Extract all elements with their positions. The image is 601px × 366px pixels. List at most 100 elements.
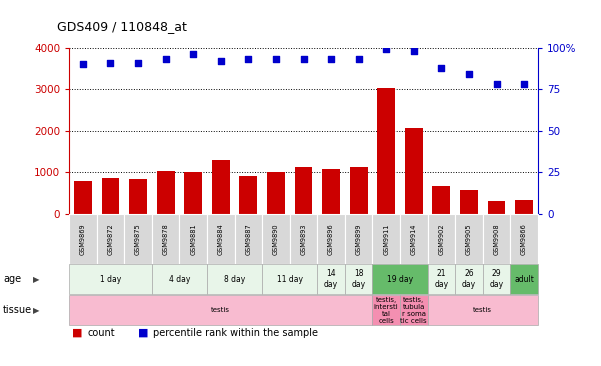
Point: [243, 56, 253, 62]
Text: testis,
intersti
tal
cells: testis, intersti tal cells: [374, 297, 398, 324]
Text: testis: testis: [473, 307, 492, 313]
Bar: [515, 200, 533, 214]
Text: 26
day: 26 day: [462, 269, 476, 289]
Bar: [455, 214, 483, 264]
Bar: [69, 295, 373, 325]
Bar: [427, 295, 538, 325]
Bar: [400, 214, 427, 264]
Text: 21
day: 21 day: [435, 269, 448, 289]
Bar: [373, 264, 427, 294]
Text: GSM9896: GSM9896: [328, 223, 334, 255]
Point: [492, 81, 501, 87]
Text: percentile rank within the sample: percentile rank within the sample: [153, 328, 319, 337]
Text: GSM9881: GSM9881: [190, 223, 196, 255]
Text: 19 day: 19 day: [387, 274, 413, 284]
Text: 11 day: 11 day: [276, 274, 303, 284]
Text: GSM9914: GSM9914: [411, 223, 417, 255]
Bar: [510, 264, 538, 294]
Point: [106, 60, 115, 66]
Text: count: count: [87, 328, 115, 337]
Text: testis: testis: [212, 307, 230, 313]
Bar: [97, 214, 124, 264]
Bar: [207, 264, 262, 294]
Bar: [152, 214, 180, 264]
Text: GSM9872: GSM9872: [108, 223, 114, 255]
Bar: [345, 214, 373, 264]
Text: GSM9890: GSM9890: [273, 223, 279, 255]
Text: adult: adult: [514, 274, 534, 284]
Text: 18
day: 18 day: [352, 269, 366, 289]
Text: GSM9887: GSM9887: [245, 223, 251, 255]
Bar: [294, 167, 313, 214]
Bar: [427, 264, 455, 294]
Bar: [487, 201, 505, 214]
Bar: [483, 214, 510, 264]
Point: [161, 56, 171, 62]
Bar: [432, 186, 450, 214]
Text: GSM9902: GSM9902: [438, 223, 444, 255]
Bar: [400, 295, 427, 325]
Text: 29
day: 29 day: [489, 269, 504, 289]
Text: ▶: ▶: [33, 306, 40, 315]
Point: [133, 60, 143, 66]
Point: [216, 58, 225, 64]
Bar: [317, 214, 345, 264]
Point: [354, 56, 364, 62]
Text: tissue: tissue: [3, 305, 32, 315]
Bar: [290, 214, 317, 264]
Text: GSM9893: GSM9893: [300, 223, 307, 255]
Bar: [74, 181, 92, 214]
Point: [188, 51, 198, 57]
Point: [78, 61, 88, 67]
Bar: [239, 176, 257, 214]
Bar: [262, 214, 290, 264]
Point: [271, 56, 281, 62]
Text: GSM9884: GSM9884: [218, 223, 224, 255]
Bar: [405, 127, 423, 214]
Bar: [212, 160, 230, 214]
Bar: [460, 190, 478, 214]
Point: [409, 48, 419, 54]
Bar: [373, 214, 400, 264]
Point: [382, 46, 391, 52]
Point: [299, 56, 308, 62]
Bar: [234, 214, 262, 264]
Point: [436, 65, 446, 71]
Bar: [129, 179, 147, 214]
Text: 14
day: 14 day: [324, 269, 338, 289]
Text: GSM9899: GSM9899: [356, 223, 362, 255]
Bar: [262, 264, 317, 294]
Text: 1 day: 1 day: [100, 274, 121, 284]
Text: 4 day: 4 day: [169, 274, 190, 284]
Bar: [350, 167, 368, 214]
Point: [464, 71, 474, 77]
Bar: [157, 171, 174, 214]
Bar: [207, 214, 234, 264]
Bar: [455, 264, 483, 294]
Bar: [267, 172, 285, 214]
Bar: [377, 88, 395, 214]
Bar: [102, 178, 120, 214]
Text: GSM9911: GSM9911: [383, 223, 389, 254]
Text: 8 day: 8 day: [224, 274, 245, 284]
Bar: [483, 264, 510, 294]
Bar: [317, 264, 345, 294]
Bar: [322, 169, 340, 214]
Text: GSM9878: GSM9878: [163, 223, 169, 255]
Text: GSM9866: GSM9866: [521, 223, 527, 255]
Bar: [69, 214, 97, 264]
Bar: [510, 214, 538, 264]
Bar: [345, 264, 373, 294]
Text: GSM9869: GSM9869: [80, 223, 86, 255]
Text: ■: ■: [72, 328, 82, 337]
Bar: [124, 214, 152, 264]
Text: age: age: [3, 274, 21, 284]
Bar: [185, 172, 202, 214]
Text: GSM9875: GSM9875: [135, 223, 141, 255]
Text: ■: ■: [138, 328, 148, 337]
Point: [326, 56, 336, 62]
Text: GSM9908: GSM9908: [493, 223, 499, 255]
Text: testis,
tubula
r soma
tic cells: testis, tubula r soma tic cells: [400, 297, 427, 324]
Text: ▶: ▶: [33, 274, 40, 284]
Text: GSM9905: GSM9905: [466, 223, 472, 255]
